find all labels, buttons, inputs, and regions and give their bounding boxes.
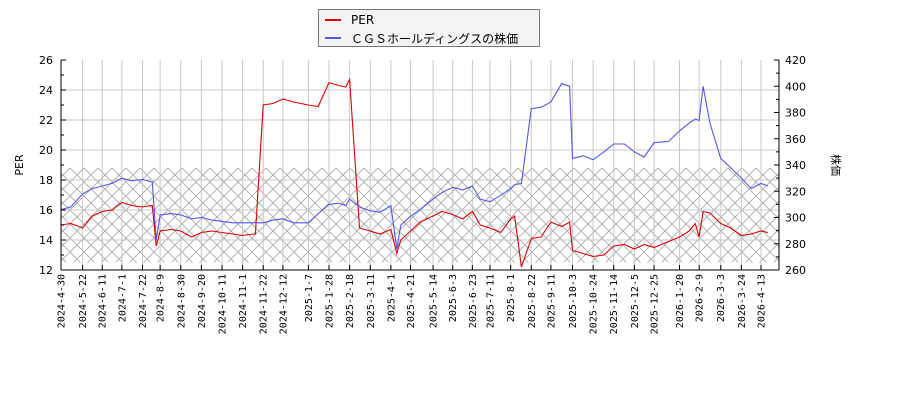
svg-text:12: 12 (39, 264, 53, 277)
svg-text:26: 26 (39, 54, 53, 67)
svg-text:2025-10-3: 2025-10-3 (568, 274, 579, 328)
svg-text:2025-4-1: 2025-4-1 (386, 274, 397, 322)
svg-text:2025-11-14: 2025-11-14 (609, 274, 620, 334)
legend-label-price: ＣＧＳホールディングスの株価 (351, 31, 519, 46)
svg-text:2025-12-25: 2025-12-25 (650, 274, 661, 334)
svg-text:2025-12-5: 2025-12-5 (630, 274, 641, 328)
svg-text:14: 14 (39, 234, 53, 247)
right-y-axis: 260 280 300 320 340 360 380 400 420 (774, 54, 806, 277)
svg-text:2025-7-11: 2025-7-11 (486, 274, 497, 328)
svg-text:2026-3-24: 2026-3-24 (737, 274, 748, 328)
svg-text:2026-3-3: 2026-3-3 (716, 274, 727, 322)
svg-text:2025-3-11: 2025-3-11 (366, 274, 377, 328)
left-y-axis: 12 14 16 18 20 22 24 26 (39, 54, 66, 277)
x-axis: 2024-4-30 2024-5-22 2024-6-11 2024-7-1 2024-… (57, 265, 768, 334)
svg-text:400: 400 (785, 80, 806, 93)
svg-text:380: 380 (785, 107, 806, 120)
price-line (61, 82, 769, 250)
svg-text:2024-11-22: 2024-11-22 (259, 274, 270, 334)
svg-text:2024-12-12: 2024-12-12 (278, 274, 289, 334)
svg-text:340: 340 (785, 159, 806, 172)
svg-text:2025-2-18: 2025-2-18 (345, 274, 356, 328)
svg-text:16: 16 (39, 204, 53, 217)
svg-text:24: 24 (39, 84, 53, 97)
svg-text:20: 20 (39, 144, 53, 157)
svg-text:2024-4-30: 2024-4-30 (57, 274, 68, 328)
svg-text:360: 360 (785, 133, 806, 146)
svg-text:300: 300 (785, 212, 806, 225)
svg-text:2024-7-1: 2024-7-1 (117, 274, 128, 322)
shaded-band (61, 168, 779, 263)
legend-label-per: PER (351, 13, 375, 27)
svg-text:2025-8-1: 2025-8-1 (506, 274, 517, 322)
legend-item-per: PER (325, 12, 374, 28)
svg-text:2025-6-23: 2025-6-23 (468, 274, 479, 328)
svg-text:280: 280 (785, 238, 806, 251)
svg-text:2025-6-3: 2025-6-3 (448, 274, 459, 322)
svg-text:2024-5-22: 2024-5-22 (78, 274, 89, 328)
svg-text:22: 22 (39, 114, 53, 127)
svg-text:2026-1-20: 2026-1-20 (675, 274, 686, 328)
svg-text:2024-8-9: 2024-8-9 (156, 274, 167, 322)
svg-text:2026-4-13: 2026-4-13 (757, 274, 768, 328)
legend-swatch-per (325, 19, 341, 21)
per-line (61, 77, 769, 268)
left-axis-title: PER (13, 154, 26, 176)
svg-text:420: 420 (785, 54, 806, 67)
svg-text:2025-9-11: 2025-9-11 (546, 274, 557, 328)
svg-text:2025-4-21: 2025-4-21 (406, 274, 417, 328)
svg-text:2026-2-9: 2026-2-9 (695, 274, 706, 322)
svg-text:2024-10-11: 2024-10-11 (218, 274, 229, 334)
legend-swatch-price (325, 37, 341, 39)
svg-text:320: 320 (785, 185, 806, 198)
svg-text:2024-9-20: 2024-9-20 (197, 274, 208, 328)
svg-text:18: 18 (39, 174, 53, 187)
right-axis-title: 株価 (829, 154, 843, 176)
svg-text:2024-8-30: 2024-8-30 (176, 274, 187, 328)
legend-item-price: ＣＧＳホールディングスの株価 (325, 30, 518, 46)
svg-text:2025-8-22: 2025-8-22 (527, 274, 538, 328)
svg-text:2024-11-1: 2024-11-1 (238, 274, 249, 328)
svg-text:2025-5-14: 2025-5-14 (429, 274, 440, 328)
svg-text:2025-1-28: 2025-1-28 (325, 274, 336, 328)
svg-text:2025-10-24: 2025-10-24 (589, 274, 600, 334)
svg-text:2024-6-11: 2024-6-11 (98, 274, 109, 328)
data-lines (61, 77, 769, 268)
svg-text:260: 260 (785, 264, 806, 277)
svg-text:2024-7-22: 2024-7-22 (138, 274, 149, 328)
svg-text:2025-1-7: 2025-1-7 (304, 274, 315, 322)
legend: PER ＣＧＳホールディングスの株価 (318, 9, 540, 47)
